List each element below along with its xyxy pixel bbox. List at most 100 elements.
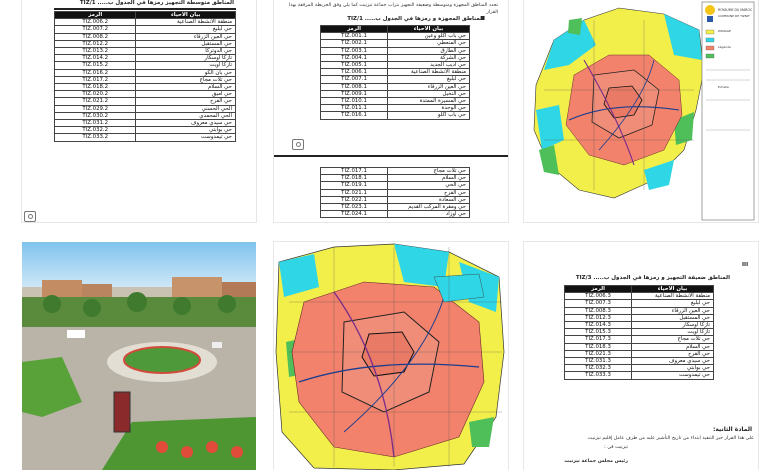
district-name: حي الفرح (387, 188, 470, 197)
district-code: TIZ.021.1 (319, 188, 389, 197)
table-header-row: الرمز بيان الأحياء (53, 10, 236, 20)
district-name: حي بوابتي (135, 126, 236, 135)
table-row: TIZ.017.3 حي تلات مجاج (563, 335, 714, 344)
district-code: TIZ.012.2 (53, 39, 137, 49)
zoom-icon[interactable] (292, 139, 304, 150)
city-roundabout-photo (22, 242, 256, 470)
map-thumbnail-2[interactable] (274, 242, 508, 470)
district-name: حي بوابتي (631, 364, 714, 373)
district-name: حي العين الزرقاء (135, 32, 236, 41)
signature-label: رئيس مجلس جماعة تيزنيت (564, 459, 628, 464)
table-row: TIZ.013.2 حي الدوتركا (53, 47, 236, 56)
district-code: TIZ.008.3 (563, 306, 633, 315)
table-row: TIZ.015.2 تازكا أويت (53, 61, 236, 70)
article-title: المادة الثانية: (712, 426, 752, 433)
zoning-map-2 (274, 242, 508, 470)
table-caption: المناطق المجهزة و رمزها في الجدول ب.....… (347, 16, 484, 22)
table-row: TIZ.024.1 حي أوزاد (319, 210, 470, 219)
district-code: TIZ.006.1 (319, 68, 389, 77)
table-row: TIZ.012.2 حي المستقبل (53, 39, 236, 49)
table-row: TIZ.016.2 حي بأن الكو (53, 68, 236, 77)
district-name: منطقة الأنشطة الصناعية (387, 68, 470, 77)
district-name: حي أوزاد (387, 210, 470, 219)
district-code: TIZ.021.3 (563, 349, 633, 359)
district-code: TIZ.031.2 (53, 119, 137, 128)
table-row: TIZ.032.2 حي بوابتي (53, 126, 236, 135)
district-name: حي لبليغ (135, 25, 236, 34)
table-row: TIZ.033.3 حي تيمدوست (563, 371, 714, 380)
district-code: TIZ.030.2 (53, 111, 137, 121)
document-thumbnail-3[interactable]: المناطق ضعيفة التجهيز و رمزها في الجدول … (524, 242, 758, 470)
table-row: TIZ.002.1 حي المنعطي (319, 39, 470, 48)
district-name: حي أديب الجديد (387, 61, 470, 70)
district-code: TIZ.006.3 (563, 292, 633, 301)
legend-line: COMMUNE DE TIZNIT (718, 14, 750, 18)
district-code: TIZ.003.1 (319, 46, 389, 55)
equipped-districts-table: الرمز بيان الأحياء TIZ.001.1 حي باب أكلو وع… (319, 24, 470, 120)
table-row: TIZ.008.2 حي العين الزرقاء (53, 32, 236, 41)
district-code: TIZ.016.2 (53, 68, 137, 77)
legend-line: Légende (718, 45, 731, 49)
table-row: TIZ.009.1 حي النخيل (319, 89, 470, 99)
table-row: TIZ.007.3 حي لبليغ (563, 299, 714, 308)
table-row: TIZ.008.1 حي العين الزرقاء (319, 82, 470, 91)
district-name: الحي الحسني (135, 104, 236, 113)
table-row: TIZ.021.2 حي الفرح (53, 97, 236, 106)
table-row: TIZ.006.1 منطقة الأنشطة الصناعية (319, 68, 470, 77)
district-code: TIZ.018.3 (563, 342, 633, 351)
table-row: TIZ.010.1 حي المسيرة الممتدة (319, 97, 470, 106)
table-row: TIZ.020.2 حي أميق (53, 90, 236, 99)
district-name: حي بأن الكو (135, 68, 236, 77)
district-code: TIZ.024.1 (319, 210, 389, 219)
district-name: حي الطارق (387, 46, 470, 55)
header-district: بيان الأحياء (631, 284, 714, 294)
table-header-row: الرمز بيان الأحياء (319, 24, 470, 34)
page-marker: II (481, 16, 486, 22)
district-code: TIZ.022.1 (319, 195, 389, 205)
district-name: حي تيمدوست (135, 133, 236, 142)
table-row: TIZ.033.2 حي تيمدوست (53, 133, 236, 142)
district-name: حي العين الزرقاء (631, 306, 714, 315)
district-code: TIZ.007.2 (53, 25, 137, 34)
table-caption: المناطق متوسطة التجهيز رمزها في الجدول ب… (79, 0, 234, 6)
district-code: TIZ.019.1 (319, 181, 389, 190)
table-row: TIZ.030.2 الحي المحمدي (53, 111, 236, 121)
table-row: TIZ.011.1 حي الوحدة (319, 104, 470, 113)
district-name: حي الفرح (631, 349, 714, 359)
table-row: TIZ.004.1 حي الشركة (319, 53, 470, 63)
zoom-icon[interactable] (24, 211, 36, 222)
district-name: حي المستقبل (631, 313, 714, 323)
photo-thumbnail[interactable] (22, 242, 256, 470)
page-marker: III (742, 262, 749, 268)
district-code: TIZ.021.2 (53, 97, 137, 106)
district-name: حي تلات مجاج (631, 335, 714, 344)
document-thumbnail-1[interactable]: المناطق متوسطة التجهيز رمزها في الجدول ب… (22, 0, 256, 222)
district-code: TIZ.033.2 (53, 133, 137, 142)
district-code: TIZ.009.1 (319, 89, 389, 99)
map-thumbnail-1[interactable]: ROYAUME DU MAROC COMMUNE DE TIZNIT ZONAG… (524, 0, 758, 222)
district-name: منطقة الأنشطة الصناعية (631, 292, 714, 301)
district-code: TIZ.031.3 (563, 357, 633, 366)
table-row: TIZ.018.3 حي السلام (563, 342, 714, 351)
table-row: TIZ.021.1 حي الفرح (319, 188, 470, 197)
district-name: حي الوحدة (387, 104, 470, 113)
table-row: TIZ.029.2 الحي الحسني (53, 104, 236, 113)
district-code: TIZ.017.3 (563, 335, 633, 344)
table-row: TIZ.017.2 حي تلات مجاج (53, 75, 236, 85)
article-text: على هذا القرار حيز التنفيذ ابتداء من تار… (587, 436, 754, 441)
district-name: تازكا أوسكار (631, 321, 714, 330)
table-row: TIZ.031.3 حي سيدي معروف (563, 357, 714, 366)
table-row: TIZ.017.1 حي تلات مجاج (319, 166, 470, 176)
district-code: TIZ.029.2 (53, 104, 137, 113)
district-code: TIZ.017.2 (53, 75, 137, 85)
table-row: TIZ.006.3 منطقة الأنشطة الصناعية (563, 292, 714, 301)
district-name: حي لبليغ (631, 299, 714, 308)
district-code: TIZ.013.2 (53, 47, 137, 56)
table-row: TIZ.022.1 حي السعادة (319, 195, 470, 205)
district-code: TIZ.001.1 (319, 32, 389, 41)
place-date: تيزنيت في : (604, 445, 628, 450)
district-name: حي الشركة (387, 53, 470, 63)
document-thumbnail-2[interactable]: تحدد المناطق المجهزة ومتوسطة وضعيفة التج… (274, 0, 508, 222)
table-row: TIZ.005.1 حي أديب الجديد (319, 61, 470, 70)
legend-title: ROYAUME DU MAROC (718, 8, 753, 12)
